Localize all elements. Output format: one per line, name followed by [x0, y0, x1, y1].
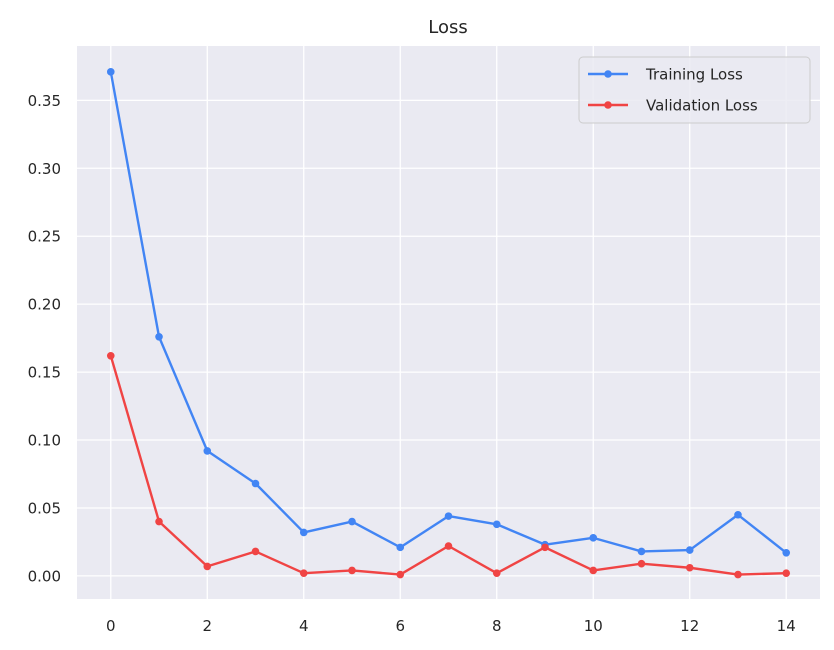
data-point: [541, 543, 549, 552]
x-tick-label: 10: [584, 617, 603, 635]
y-tick-label: 0.35: [28, 92, 61, 110]
chart-title: Loss: [428, 17, 467, 38]
legend-box: [578, 56, 811, 124]
data-point: [492, 569, 501, 577]
legend-entry: Training Loss: [588, 66, 743, 84]
y-tick-label: 0.15: [28, 364, 61, 382]
x-tick-label: 12: [680, 617, 699, 635]
data-point: [444, 512, 453, 520]
legend-label: Training Loss: [645, 66, 743, 84]
x-tick-label: 2: [202, 617, 212, 635]
data-point: [203, 447, 212, 455]
x-tick-label: 0: [106, 617, 116, 635]
series-layer: [106, 68, 791, 579]
data-point: [782, 569, 791, 577]
data-point: [106, 351, 115, 360]
data-point: [155, 517, 163, 526]
data-point: [637, 547, 646, 556]
data-point: [734, 510, 742, 519]
data-point: [348, 517, 356, 526]
data-point: [782, 549, 791, 557]
legend: Training Loss Validation Loss: [578, 56, 811, 124]
legend-marker: [604, 70, 612, 78]
data-point: [734, 570, 742, 579]
data-point: [299, 569, 308, 577]
series-validation-loss: [106, 351, 791, 579]
series-training-loss: [106, 68, 791, 557]
grid-lines: [77, 46, 820, 599]
y-tick-label: 0.10: [28, 432, 61, 450]
data-point: [492, 520, 501, 529]
data-point: [444, 542, 453, 550]
data-point: [299, 528, 308, 537]
data-point: [589, 566, 598, 575]
data-point: [251, 547, 260, 556]
x-tick-label: 4: [299, 617, 309, 635]
y-tick-label: 0.00: [28, 567, 61, 585]
data-point: [396, 543, 405, 552]
x-tick-label: 6: [395, 617, 405, 635]
data-point: [685, 546, 694, 554]
legend-marker: [604, 101, 612, 109]
plot-background: [77, 46, 820, 599]
data-point: [589, 534, 598, 542]
data-point: [348, 566, 356, 575]
x-tick-label: 14: [777, 617, 796, 635]
legend-entry: Validation Loss: [588, 97, 758, 115]
y-tick-label: 0.25: [28, 228, 61, 246]
data-point: [685, 563, 694, 572]
y-tick-label: 0.05: [28, 499, 61, 517]
data-point: [251, 479, 260, 488]
data-point: [637, 559, 646, 568]
y-tick-label: 0.30: [28, 160, 61, 178]
data-point: [203, 562, 212, 571]
data-point: [106, 68, 115, 76]
legend-label: Validation Loss: [646, 97, 758, 115]
data-point: [155, 332, 163, 341]
tick-labels: 0 2 4 6 8 10 12 14 0.00 0.05 0.10 0.15 0.20 0.25 0.30 0…: [28, 92, 796, 635]
x-tick-label: 8: [492, 617, 502, 635]
y-tick-label: 0.20: [28, 296, 61, 314]
data-point: [396, 570, 405, 579]
